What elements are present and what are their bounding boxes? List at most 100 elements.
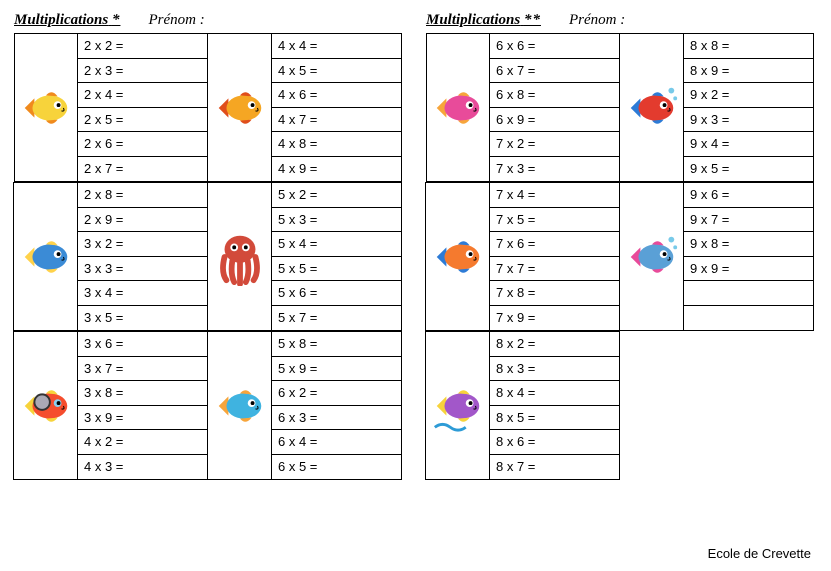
problem-cell: 9 x 4 = <box>684 132 813 157</box>
problem-cell: 5 x 6 = <box>272 281 401 306</box>
problem-cell: 2 x 6 = <box>78 132 207 157</box>
problem-cell: 4 x 8 = <box>272 132 401 157</box>
fish-red-icon <box>619 33 684 182</box>
problem-cell: 3 x 2 = <box>78 232 207 257</box>
problem-cell: 5 x 5 = <box>272 257 401 282</box>
octopus-icon <box>207 182 272 331</box>
prenom-label: Prénom : <box>148 12 204 29</box>
problem-cell: 7 x 7 = <box>490 257 619 282</box>
problem-cell: 9 x 5 = <box>684 157 813 182</box>
problem-cell: 5 x 9 = <box>272 357 401 382</box>
problem-cell: 2 x 7 = <box>78 157 207 182</box>
problem-cell: 8 x 5 = <box>490 406 619 431</box>
problem-cell: 6 x 7 = <box>490 59 619 84</box>
problem-cell: 3 x 7 = <box>78 357 207 382</box>
problem-cell: 3 x 5 = <box>78 306 207 331</box>
problem-cell: 9 x 7 = <box>684 208 813 233</box>
fish-clown-icon <box>425 182 490 331</box>
problem-cell: 6 x 6 = <box>490 34 619 59</box>
fish-round-icon <box>207 331 272 480</box>
problem-column: 8 x 8 =8 x 9 =9 x 2 =9 x 3 =9 x 4 =9 x 5… <box>683 33 814 182</box>
problem-cell: 7 x 4 = <box>490 183 619 208</box>
problems-grid: 2 x 2 =2 x 3 =2 x 4 =2 x 5 =2 x 6 =2 x 7… <box>14 33 402 480</box>
problem-cell: 8 x 8 = <box>684 34 813 59</box>
problem-cell: 9 x 3 = <box>684 108 813 133</box>
worksheet-1: Multiplications * Prénom : 2 x 2 =2 x 3 … <box>14 12 402 480</box>
fish-goggles-icon <box>13 331 78 480</box>
problem-cell: 8 x 6 = <box>490 430 619 455</box>
problem-cell: 6 x 5 = <box>272 455 401 480</box>
fish-bluefin-icon <box>13 182 78 331</box>
problem-cell: 4 x 7 = <box>272 108 401 133</box>
problem-cell: 4 x 2 = <box>78 430 207 455</box>
problem-cell: 4 x 3 = <box>78 455 207 480</box>
problem-cell: 5 x 4 = <box>272 232 401 257</box>
problem-cell: 8 x 3 = <box>490 357 619 382</box>
problem-cell: 7 x 2 = <box>490 132 619 157</box>
problem-cell: 4 x 9 = <box>272 157 401 182</box>
problem-cell: 9 x 9 = <box>684 257 813 282</box>
fish-pink-icon <box>426 33 490 182</box>
problem-cell: 4 x 6 = <box>272 83 401 108</box>
problem-cell: 9 x 2 = <box>684 83 813 108</box>
problems-grid: 6 x 6 =6 x 7 =6 x 8 =6 x 9 =7 x 2 =7 x 3… <box>426 33 814 480</box>
problem-cell: 6 x 4 = <box>272 430 401 455</box>
problem-cell: 7 x 8 = <box>490 281 619 306</box>
worksheet-title: Multiplications * <box>14 12 120 29</box>
problem-cell: 2 x 3 = <box>78 59 207 84</box>
problem-cell: 5 x 7 = <box>272 306 401 331</box>
fish-yellow-icon <box>14 33 78 182</box>
problem-cell: 7 x 6 = <box>490 232 619 257</box>
problem-cell: 6 x 9 = <box>490 108 619 133</box>
problem-cell: 2 x 8 = <box>78 183 207 208</box>
fish-rainbow-icon <box>619 182 684 331</box>
problem-cell: 3 x 8 = <box>78 381 207 406</box>
problem-cell: 2 x 4 = <box>78 83 207 108</box>
problem-cell: 2 x 5 = <box>78 108 207 133</box>
footer-credit: Ecole de Crevette <box>708 546 811 561</box>
prenom-label: Prénom : <box>569 12 625 29</box>
problem-column: 2 x 8 =2 x 9 =3 x 2 =3 x 3 =3 x 4 =3 x 5… <box>77 182 208 331</box>
worksheet-header: Multiplications ** Prénom : <box>426 12 814 29</box>
problem-cell: 6 x 2 = <box>272 381 401 406</box>
worksheet-2: Multiplications ** Prénom : 6 x 6 =6 x 7… <box>426 12 814 480</box>
problem-cell: 8 x 4 = <box>490 381 619 406</box>
problem-column: 4 x 4 =4 x 5 =4 x 6 =4 x 7 =4 x 8 =4 x 9… <box>271 33 402 182</box>
problem-cell <box>684 281 813 306</box>
problem-cell: 6 x 8 = <box>490 83 619 108</box>
problem-column: 5 x 2 =5 x 3 =5 x 4 =5 x 5 =5 x 6 =5 x 7… <box>271 182 402 331</box>
problem-column: 5 x 8 =5 x 9 =6 x 2 =6 x 3 =6 x 4 =6 x 5… <box>271 331 402 480</box>
problem-cell: 4 x 5 = <box>272 59 401 84</box>
problem-cell: 7 x 9 = <box>490 306 619 331</box>
problem-cell: 7 x 5 = <box>490 208 619 233</box>
problem-cell: 9 x 8 = <box>684 232 813 257</box>
fish-orange-icon <box>207 33 272 182</box>
problem-cell: 5 x 2 = <box>272 183 401 208</box>
problem-cell: 4 x 4 = <box>272 34 401 59</box>
problem-cell: 3 x 6 = <box>78 332 207 357</box>
worksheet-header: Multiplications * Prénom : <box>14 12 402 29</box>
problem-column: 7 x 4 =7 x 5 =7 x 6 =7 x 7 =7 x 8 =7 x 9… <box>489 182 620 331</box>
problem-cell: 3 x 3 = <box>78 257 207 282</box>
problem-column: 8 x 2 =8 x 3 =8 x 4 =8 x 5 =8 x 6 =8 x 7… <box>489 331 620 480</box>
problem-cell: 9 x 6 = <box>684 183 813 208</box>
problem-column: 9 x 6 =9 x 7 =9 x 8 =9 x 9 = <box>683 182 814 331</box>
problem-cell: 5 x 8 = <box>272 332 401 357</box>
problem-cell: 2 x 9 = <box>78 208 207 233</box>
problem-column: 6 x 6 =6 x 7 =6 x 8 =6 x 9 =7 x 2 =7 x 3… <box>489 33 620 182</box>
problem-column: 3 x 6 =3 x 7 =3 x 8 =3 x 9 =4 x 2 =4 x 3… <box>77 331 208 480</box>
worksheets-container: Multiplications * Prénom : 2 x 2 =2 x 3 … <box>14 12 817 480</box>
problem-cell: 8 x 2 = <box>490 332 619 357</box>
problem-cell: 3 x 9 = <box>78 406 207 431</box>
problem-column: 2 x 2 =2 x 3 =2 x 4 =2 x 5 =2 x 6 =2 x 7… <box>77 33 208 182</box>
problem-cell: 5 x 3 = <box>272 208 401 233</box>
problem-cell: 8 x 9 = <box>684 59 813 84</box>
fish-splash-icon <box>425 331 490 480</box>
problem-cell: 8 x 7 = <box>490 455 619 480</box>
problem-cell: 7 x 3 = <box>490 157 619 182</box>
problem-cell: 3 x 4 = <box>78 281 207 306</box>
problem-cell: 6 x 3 = <box>272 406 401 431</box>
worksheet-title: Multiplications ** <box>426 12 541 29</box>
problem-cell: 2 x 2 = <box>78 34 207 59</box>
problem-cell <box>684 306 813 331</box>
